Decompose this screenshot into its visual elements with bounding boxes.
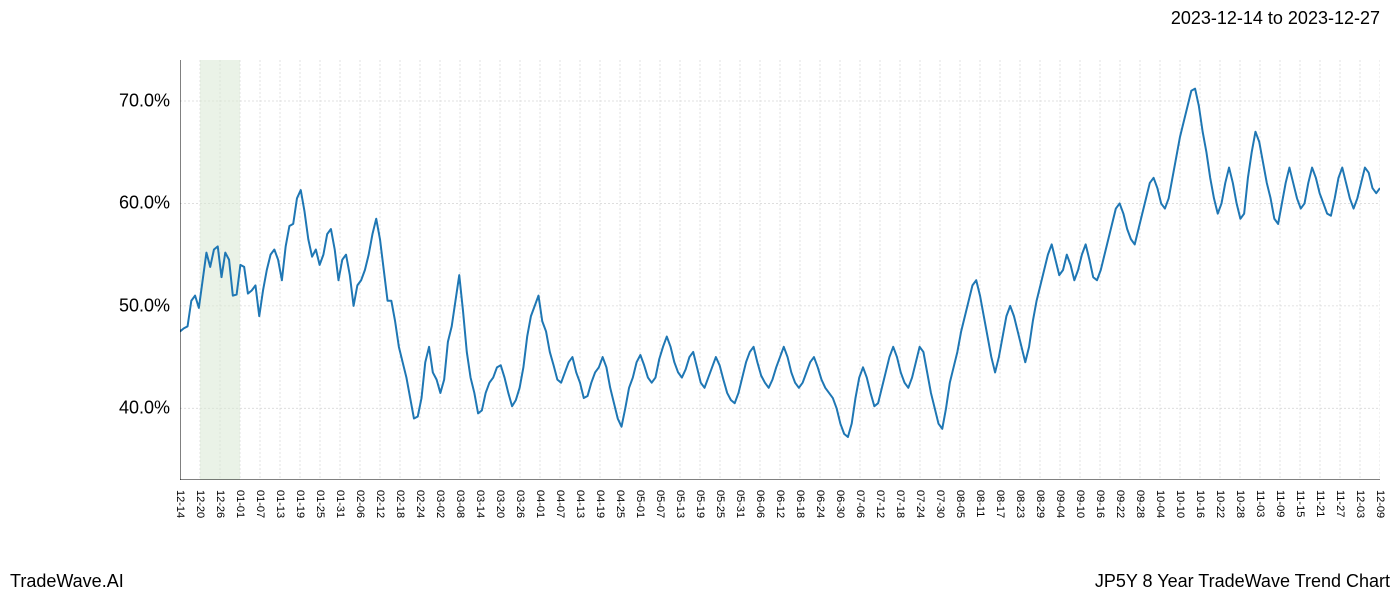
- x-tick-label: 10-10: [1174, 490, 1186, 518]
- x-tick-label: 07-30: [934, 490, 946, 518]
- x-tick-label: 01-07: [254, 490, 266, 518]
- x-tick-label: 04-13: [574, 490, 586, 518]
- x-tick-label: 08-17: [994, 490, 1006, 518]
- x-tick-label: 06-06: [754, 490, 766, 518]
- footer-brand: TradeWave.AI: [10, 571, 124, 592]
- x-tick-label: 11-15: [1294, 490, 1306, 517]
- x-tick-label: 03-02: [434, 490, 446, 518]
- x-tick-label: 01-25: [314, 490, 326, 518]
- x-tick-label: 12-26: [214, 490, 226, 518]
- x-tick-label: 11-21: [1314, 490, 1326, 517]
- x-tick-label: 12-03: [1354, 490, 1366, 518]
- x-tick-label: 08-23: [1014, 490, 1026, 518]
- x-tick-label: 10-28: [1234, 490, 1246, 518]
- x-tick-label: 09-10: [1074, 490, 1086, 518]
- x-tick-label: 07-24: [914, 490, 926, 518]
- x-tick-label: 02-24: [414, 490, 426, 518]
- x-tick-label: 05-19: [694, 490, 706, 518]
- x-tick-label: 03-20: [494, 490, 506, 518]
- x-tick-label: 04-07: [554, 490, 566, 518]
- x-tick-label: 05-01: [634, 490, 646, 518]
- y-tick-label: 50.0%: [119, 295, 170, 316]
- x-tick-label: 10-16: [1194, 490, 1206, 518]
- x-tick-label: 08-05: [954, 490, 966, 518]
- x-tick-label: 10-04: [1154, 490, 1166, 518]
- x-tick-label: 04-01: [534, 490, 546, 518]
- x-tick-label: 09-22: [1114, 490, 1126, 518]
- x-tick-label: 01-19: [294, 490, 306, 518]
- y-tick-label: 60.0%: [119, 193, 170, 214]
- x-tick-label: 07-12: [874, 490, 886, 518]
- x-tick-label: 09-04: [1054, 490, 1066, 518]
- x-tick-label: 05-13: [674, 490, 686, 518]
- x-tick-label: 01-13: [274, 490, 286, 518]
- x-tick-label: 04-19: [594, 490, 606, 518]
- x-tick-label: 04-25: [614, 490, 626, 518]
- x-tick-label: 05-07: [654, 490, 666, 518]
- x-tick-label: 09-28: [1134, 490, 1146, 518]
- x-tick-label: 12-14: [174, 490, 186, 518]
- x-tick-label: 02-06: [354, 490, 366, 518]
- x-tick-label: 11-27: [1334, 490, 1346, 517]
- x-tick-label: 09-16: [1094, 490, 1106, 518]
- x-tick-label: 01-01: [234, 490, 246, 518]
- x-tick-label: 08-11: [974, 490, 986, 517]
- x-tick-label: 10-22: [1214, 490, 1226, 518]
- x-tick-label: 05-25: [714, 490, 726, 518]
- x-tick-label: 01-31: [334, 490, 346, 518]
- x-tick-label: 12-09: [1374, 490, 1386, 518]
- footer-title: JP5Y 8 Year TradeWave Trend Chart: [1095, 571, 1390, 592]
- date-range-label: 2023-12-14 to 2023-12-27: [1171, 8, 1380, 29]
- x-tick-label: 06-12: [774, 490, 786, 518]
- x-tick-label: 06-24: [814, 490, 826, 518]
- x-tick-label: 07-06: [854, 490, 866, 518]
- x-tick-label: 12-20: [194, 490, 206, 518]
- chart-container: 2023-12-14 to 2023-12-27 40.0% 50.0% 60.0%…: [0, 0, 1400, 600]
- y-tick-label: 70.0%: [119, 90, 170, 111]
- x-tick-label: 06-30: [834, 490, 846, 518]
- x-tick-label: 08-29: [1034, 490, 1046, 518]
- trend-chart: [180, 60, 1380, 480]
- x-tick-label: 02-12: [374, 490, 386, 518]
- x-tick-label: 03-08: [454, 490, 466, 518]
- x-tick-label: 11-09: [1274, 490, 1286, 517]
- x-tick-label: 03-14: [474, 490, 486, 518]
- x-tick-label: 06-18: [794, 490, 806, 518]
- x-tick-label: 07-18: [894, 490, 906, 518]
- x-tick-label: 03-26: [514, 490, 526, 518]
- y-tick-label: 40.0%: [119, 398, 170, 419]
- x-tick-label: 11-03: [1254, 490, 1266, 517]
- x-tick-label: 05-31: [734, 490, 746, 518]
- x-tick-label: 02-18: [394, 490, 406, 518]
